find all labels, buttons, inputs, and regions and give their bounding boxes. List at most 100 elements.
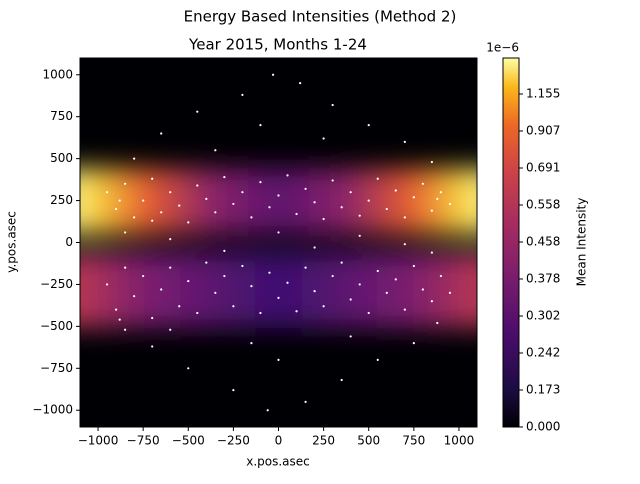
point <box>439 191 443 194</box>
y-tick-label: 1000 <box>42 67 73 81</box>
point <box>322 217 325 221</box>
x-tick-label: −1000 <box>78 434 119 448</box>
point <box>169 191 172 194</box>
point <box>214 291 217 294</box>
point <box>367 311 370 315</box>
point <box>358 234 361 237</box>
colorbar-tick-label: 0.242 <box>526 346 560 360</box>
point <box>412 264 415 268</box>
point <box>160 211 163 214</box>
point <box>268 206 271 209</box>
point <box>358 283 361 286</box>
point <box>295 310 298 313</box>
point <box>304 400 307 403</box>
x-tick-label: 250 <box>312 434 335 448</box>
colorbar <box>502 57 520 428</box>
y-tick-label: −1000 <box>32 403 73 417</box>
x-tick-label: 1000 <box>444 434 475 448</box>
point <box>430 160 433 164</box>
point <box>349 191 352 194</box>
point <box>439 274 443 278</box>
colorbar-tick-label: 0.907 <box>526 124 560 138</box>
point <box>151 345 154 348</box>
point <box>124 182 127 185</box>
point <box>322 305 325 308</box>
point <box>169 238 172 241</box>
y-tick-label: 0 <box>65 235 73 249</box>
colorbar-offset: 1e−6 <box>486 41 519 55</box>
point <box>394 278 397 281</box>
colorbar-tick-label: 0.173 <box>526 383 560 397</box>
y-tick-label: −250 <box>40 277 73 291</box>
x-axis-label: x.pos.asec <box>246 455 310 469</box>
point <box>403 140 406 143</box>
point <box>214 149 217 152</box>
point <box>268 271 271 274</box>
heatmap <box>80 58 477 427</box>
point <box>349 335 352 338</box>
point <box>133 295 136 298</box>
point <box>105 191 109 194</box>
point <box>376 177 379 180</box>
point <box>178 204 181 207</box>
y-tick-label: 500 <box>50 151 73 165</box>
point <box>259 123 262 127</box>
point <box>349 298 352 301</box>
point <box>259 311 262 315</box>
point <box>277 194 280 197</box>
point <box>187 279 190 283</box>
point <box>421 182 424 185</box>
point <box>421 288 424 291</box>
point <box>430 209 433 212</box>
point <box>403 308 406 311</box>
point <box>403 216 406 219</box>
point <box>313 201 316 204</box>
point <box>124 231 127 234</box>
point <box>250 285 253 288</box>
point <box>187 367 190 370</box>
point <box>205 261 208 264</box>
y-tick-label: 250 <box>50 193 73 207</box>
point <box>187 221 190 224</box>
y-tick-label: 750 <box>50 109 73 123</box>
point <box>196 184 199 187</box>
y-tick-label: −750 <box>40 361 73 375</box>
colorbar-tick-label: 0.558 <box>526 198 560 212</box>
colorbar-tick-label: 1.155 <box>526 87 560 101</box>
point <box>340 378 343 382</box>
point <box>142 199 145 202</box>
point <box>124 328 127 331</box>
point <box>196 110 199 113</box>
point <box>394 189 397 192</box>
point <box>448 291 452 294</box>
chart-title: Year 2015, Months 1-24 <box>188 36 367 54</box>
point <box>436 197 439 200</box>
point <box>151 316 154 320</box>
point <box>223 274 226 278</box>
point <box>205 197 208 200</box>
point <box>385 291 388 294</box>
point <box>133 216 136 219</box>
point <box>436 321 439 325</box>
point <box>151 219 154 222</box>
point <box>403 243 406 246</box>
point <box>286 281 289 284</box>
point <box>232 202 235 206</box>
point <box>241 191 244 194</box>
point <box>304 266 307 269</box>
point <box>151 177 154 180</box>
colorbar-tick-label: 0.302 <box>526 309 560 323</box>
y-tick-label: −500 <box>40 319 73 333</box>
colorbar-tick-label: 0.000 <box>526 420 560 434</box>
point <box>304 187 307 190</box>
point <box>133 157 136 160</box>
point <box>313 290 316 293</box>
point <box>160 288 163 291</box>
point <box>430 251 433 254</box>
point <box>142 274 145 278</box>
point <box>196 311 199 315</box>
point <box>448 202 452 206</box>
x-tick-label: 750 <box>402 434 425 448</box>
point <box>358 214 361 217</box>
point <box>118 318 121 321</box>
